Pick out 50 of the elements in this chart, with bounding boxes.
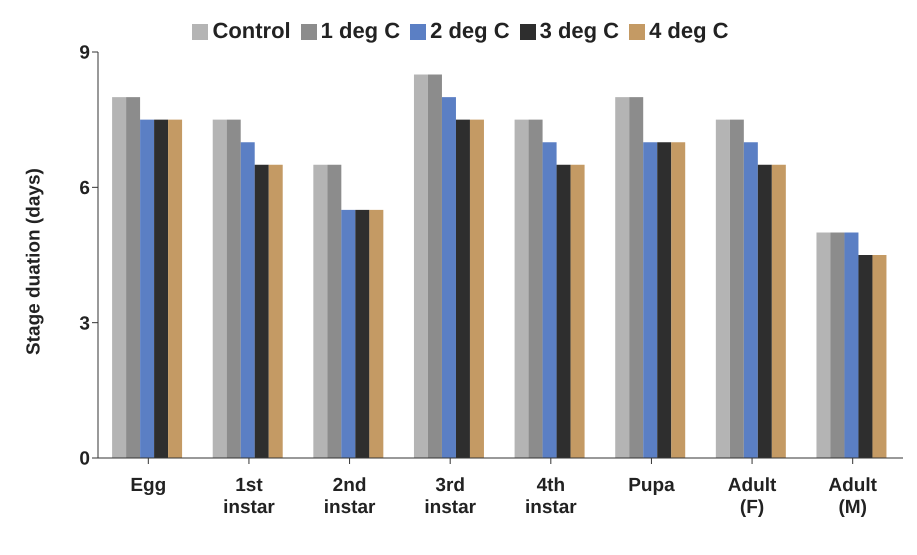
legend-label: 1 deg C [320,18,400,43]
legend-label: Control [212,18,291,43]
x-tick-label: Adult (F) [728,475,777,518]
bar [629,97,644,458]
bar [872,255,886,458]
bar [744,142,758,458]
bar [414,74,428,458]
x-tick-label: 1st instar [223,475,276,518]
bar [643,142,658,458]
bar [514,120,529,458]
x-tick-label: Adult (M) [828,475,878,518]
bar [816,232,830,458]
y-tick-label: 9 [79,42,90,64]
x-tick-label: 4th instar [524,475,578,518]
bar [428,74,442,458]
x-tick-label: Egg [130,475,166,496]
bar [268,164,283,458]
legend-label: 2 deg C [430,18,510,43]
bar [570,164,585,458]
legend-label: 4 deg C [649,18,729,43]
legend-label: 3 deg C [540,18,620,43]
bar [730,120,744,458]
y-tick-label: 0 [79,448,90,470]
bar [671,142,686,458]
bar [844,232,858,458]
bar [313,164,328,458]
bar [470,120,484,458]
bar [126,97,140,458]
y-tick-label: 3 [79,313,90,334]
x-tick-label: Pupa [628,475,676,496]
bar [341,210,356,458]
bar [528,120,543,458]
bar [772,164,786,458]
bar [140,120,154,458]
x-tick-label: 2nd instar [324,475,376,518]
bar [830,232,844,458]
bar [212,120,227,458]
y-axis-title: Stage duation (days) [24,168,45,355]
bar [168,120,182,458]
bar [327,164,342,458]
bar [716,120,730,458]
bar [542,142,557,458]
x-tick-label: 3rd instar [424,475,477,518]
bar [369,210,384,458]
bar [240,142,255,458]
bar [112,97,126,458]
bar [226,120,241,458]
bar [615,97,630,458]
bar [442,97,456,458]
y-tick-label: 6 [79,178,90,200]
